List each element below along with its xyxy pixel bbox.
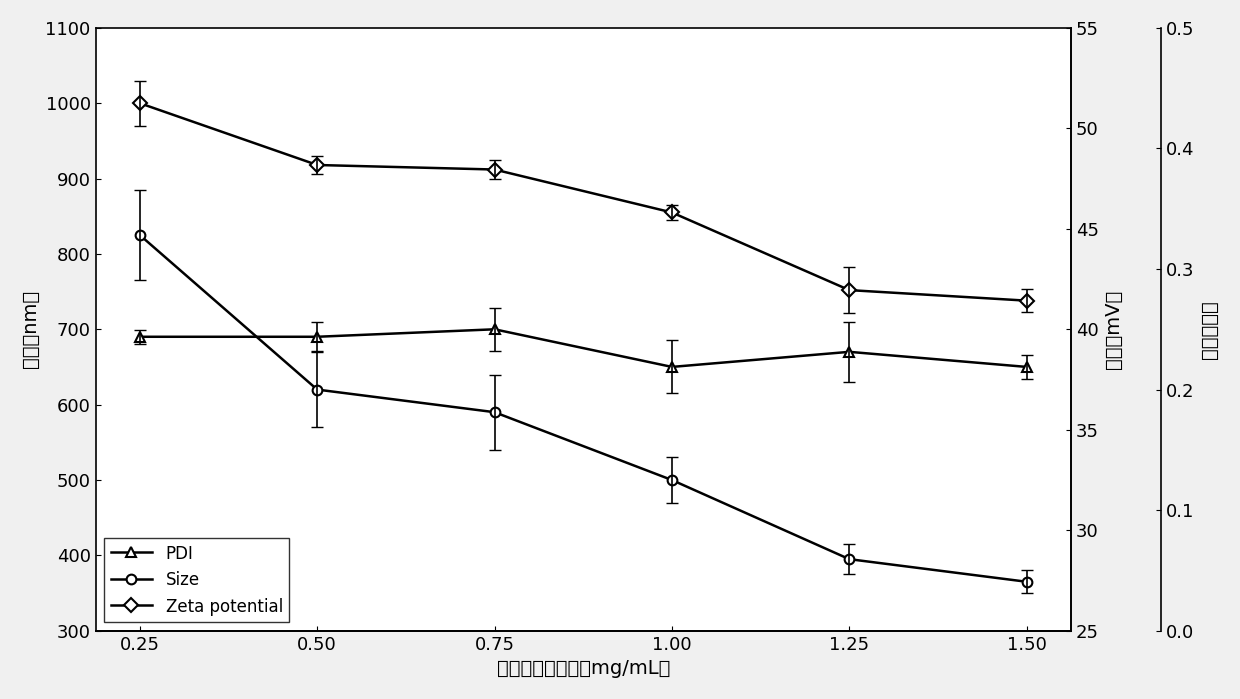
Y-axis label: 电位（mV）: 电位（mV） — [1105, 289, 1123, 369]
Zeta potential — [1019, 296, 1034, 305]
Y-axis label: 粒径（nm）: 粒径（nm） — [21, 290, 40, 368]
Zeta potential — [133, 99, 148, 108]
Legend: PDI, Size, Zeta potential: PDI, Size, Zeta potential — [104, 538, 289, 622]
Line: Size: Size — [135, 230, 1032, 586]
Zeta potential — [310, 161, 325, 169]
Size — [487, 408, 502, 417]
Y-axis label: 多分散系数: 多分散系数 — [1200, 300, 1219, 359]
PDI — [842, 347, 857, 356]
PDI — [1019, 363, 1034, 371]
Size — [133, 231, 148, 239]
Line: PDI: PDI — [135, 324, 1032, 372]
PDI — [133, 333, 148, 341]
Size — [1019, 577, 1034, 586]
Size — [665, 476, 680, 484]
Zeta potential — [487, 166, 502, 174]
Size — [842, 555, 857, 563]
Zeta potential — [665, 208, 680, 217]
Line: Zeta potential: Zeta potential — [135, 99, 1032, 305]
PDI — [310, 333, 325, 341]
Zeta potential — [842, 286, 857, 294]
PDI — [665, 363, 680, 371]
X-axis label: 嵌段共聚物浓度（mg/mL）: 嵌段共聚物浓度（mg/mL） — [496, 659, 670, 678]
Size — [310, 385, 325, 394]
PDI — [487, 325, 502, 333]
